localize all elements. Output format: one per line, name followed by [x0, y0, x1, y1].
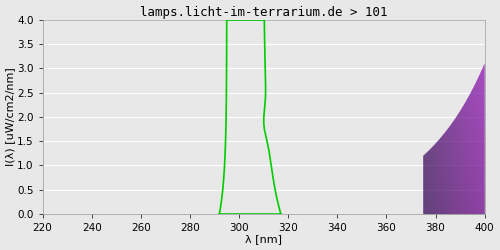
- Title: lamps.licht-im-terrarium.de > 101: lamps.licht-im-terrarium.de > 101: [140, 6, 388, 18]
- Y-axis label: I(λ) [uW/cm2/nm]: I(λ) [uW/cm2/nm]: [6, 68, 16, 166]
- X-axis label: λ [nm]: λ [nm]: [245, 234, 282, 244]
